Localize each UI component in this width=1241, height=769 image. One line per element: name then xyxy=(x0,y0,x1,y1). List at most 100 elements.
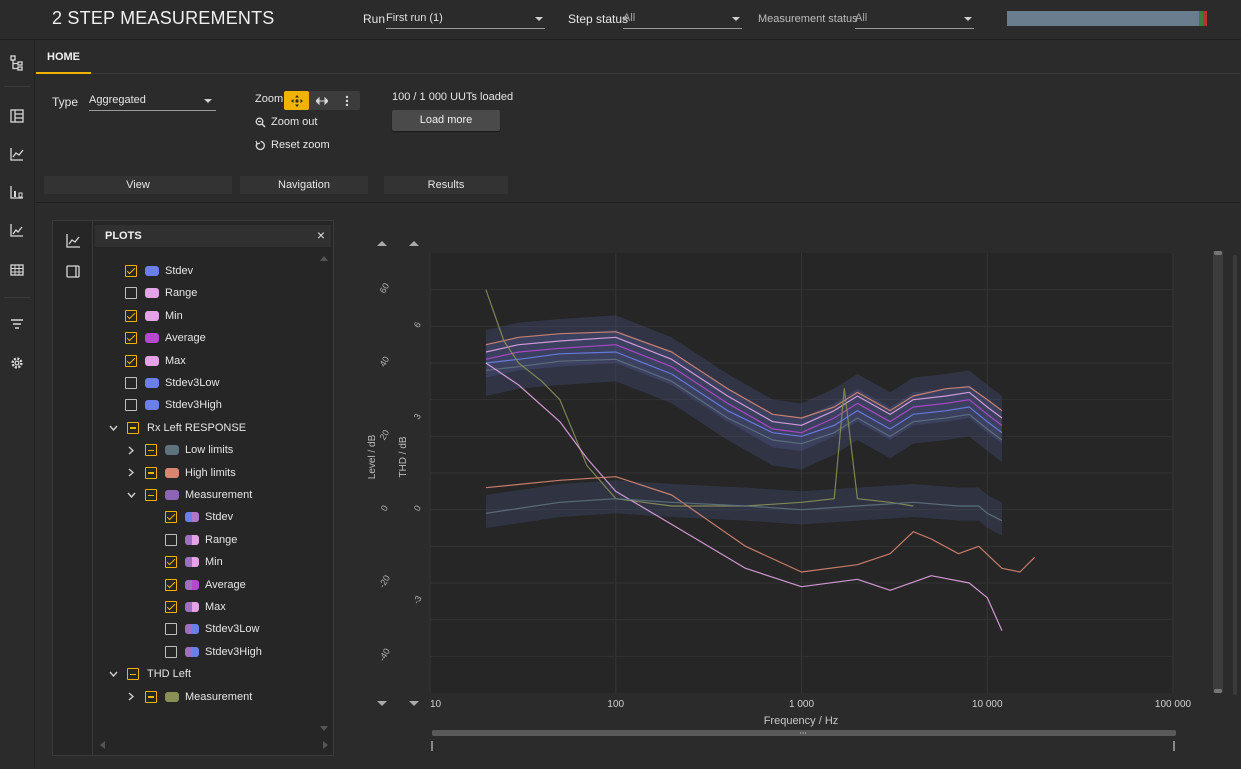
close-icon[interactable]: × xyxy=(316,227,325,243)
checkbox[interactable] xyxy=(125,354,137,367)
dashboard-icon[interactable] xyxy=(6,105,28,127)
axis-ticks: 10 100 1 000 10 000 100 000 60 40 20 0 -20 -40 6 3 0 -… xyxy=(377,281,1192,710)
type-select[interactable]: Aggregated xyxy=(89,92,216,111)
settings-icon[interactable] xyxy=(6,352,28,374)
tree-item[interactable]: Measurement xyxy=(125,687,252,707)
tree-scroll-down-icon[interactable] xyxy=(320,726,328,731)
checkbox[interactable] xyxy=(145,489,157,501)
tree-item[interactable]: Low limits xyxy=(125,440,233,460)
load-more-button[interactable]: Load more xyxy=(392,110,500,131)
tree-item[interactable]: THD Left xyxy=(107,664,191,684)
x-scrollbar-grip-icon[interactable]: ··· xyxy=(799,729,807,738)
zoom-horizontal-button[interactable] xyxy=(309,91,334,110)
checkbox[interactable] xyxy=(125,332,137,345)
y-scrollbar-track[interactable] xyxy=(1213,251,1223,693)
tree-item[interactable]: Max xyxy=(165,597,226,617)
checkbox[interactable] xyxy=(127,421,139,434)
color-swatch xyxy=(165,467,179,478)
reset-zoom-button[interactable]: Reset zoom xyxy=(255,139,330,151)
tree-item[interactable]: Range xyxy=(165,530,237,550)
checkbox[interactable] xyxy=(165,533,177,546)
y-left-scroll-down-icon[interactable] xyxy=(377,701,387,706)
checkbox[interactable] xyxy=(165,511,177,524)
tree-item-label: Max xyxy=(165,354,186,367)
tree-item[interactable]: Min xyxy=(165,552,223,572)
chevron-right-icon[interactable] xyxy=(125,691,137,703)
chevron-down-icon[interactable] xyxy=(125,489,137,501)
top-bar: 2 STEP MEASUREMENTS Run First run (1) St… xyxy=(0,0,1241,40)
y-scrollbar-bottom-handle[interactable] xyxy=(1214,689,1222,693)
checkbox[interactable] xyxy=(165,601,177,613)
checkbox[interactable] xyxy=(165,623,177,636)
tree-item[interactable]: Average xyxy=(125,328,206,348)
series-line-3 xyxy=(485,351,1003,437)
line-chart-icon[interactable] xyxy=(6,143,28,165)
checkbox[interactable] xyxy=(145,466,157,479)
chevron-down-icon[interactable] xyxy=(107,422,119,434)
plots-chart-icon[interactable] xyxy=(62,229,84,251)
tree-scroll-up-icon[interactable] xyxy=(320,256,328,261)
table-icon[interactable] xyxy=(6,259,28,281)
checkbox[interactable] xyxy=(125,265,137,277)
tree-item[interactable]: Rx Left RESPONSE xyxy=(107,418,246,438)
tree-item[interactable]: High limits xyxy=(125,463,236,483)
tree-item[interactable]: Min xyxy=(125,306,183,326)
tab-home[interactable]: HOME xyxy=(36,40,91,74)
y-right-scroll-up-icon[interactable] xyxy=(409,241,419,246)
tree-item[interactable]: Stdev xyxy=(125,261,193,281)
step-status-select[interactable]: All xyxy=(623,9,742,29)
bar-chart-icon[interactable] xyxy=(6,181,28,203)
tree-item[interactable]: Range xyxy=(125,283,197,303)
chevron-right-icon[interactable] xyxy=(125,444,137,456)
tree-item-label: Stdev3Low xyxy=(165,377,220,389)
side-scrollbar[interactable] xyxy=(1233,255,1237,695)
y-scrollbar-top-handle[interactable] xyxy=(1214,251,1222,255)
color-swatch xyxy=(145,266,159,276)
tree-item[interactable]: Stdev3High xyxy=(165,642,262,662)
checkbox[interactable] xyxy=(145,690,157,703)
series-line-8 xyxy=(485,498,1003,522)
zoom-out-button[interactable]: Zoom out xyxy=(255,116,317,128)
tree-icon[interactable] xyxy=(6,52,28,74)
checkbox[interactable] xyxy=(125,287,137,300)
checkbox[interactable] xyxy=(125,377,137,389)
chevron-right-icon[interactable] xyxy=(125,467,137,479)
tree-item[interactable]: Stdev3High xyxy=(125,395,222,415)
tree-item[interactable]: Stdev xyxy=(165,507,233,527)
checkbox[interactable] xyxy=(165,645,177,658)
y-left-scroll-up-icon[interactable] xyxy=(377,241,387,246)
trend-chart-icon[interactable] xyxy=(6,219,28,241)
tree-scroll-left-icon[interactable] xyxy=(100,741,105,749)
checkbox[interactable] xyxy=(125,309,137,322)
y-right-scroll-down-icon[interactable] xyxy=(409,701,419,706)
chart-area[interactable]: 10 100 1 000 10 000 100 000 60 40 20 0 -20 -40 6 3 0 -… xyxy=(340,215,1241,769)
vertical-dots-icon xyxy=(345,95,348,106)
run-select[interactable]: First run (1) xyxy=(386,9,545,29)
zoom-vertical-button[interactable] xyxy=(334,91,359,110)
checkbox[interactable] xyxy=(125,399,137,412)
checkbox[interactable] xyxy=(145,444,157,457)
stdev-bands xyxy=(485,315,1002,536)
measurement-status-select[interactable]: All xyxy=(855,9,974,29)
properties-icon[interactable] xyxy=(62,260,84,282)
checkbox[interactable] xyxy=(165,556,177,569)
x-scrollbar-track[interactable] xyxy=(432,730,1176,736)
tree-scroll-right-icon[interactable] xyxy=(323,741,328,749)
frequency-response-chart[interactable]: 10 100 1 000 10 000 100 000 60 40 20 0 -20 -40 6 3 0 -… xyxy=(340,215,1241,769)
chevron-down-icon[interactable] xyxy=(107,668,119,680)
uuts-loaded-text: 100 / 1 000 UUTs loaded xyxy=(392,91,514,103)
tree-item[interactable]: Measurement xyxy=(125,485,252,505)
zoom-pan-button[interactable] xyxy=(284,91,309,110)
checkbox[interactable] xyxy=(127,668,139,681)
y-axis-left-label: Level / dB xyxy=(367,434,378,479)
tree-item[interactable]: Average xyxy=(165,575,246,595)
tree-item[interactable]: Stdev3Low xyxy=(165,619,259,639)
reset-zoom-label: Reset zoom xyxy=(271,139,330,151)
x-scrollbar-right-handle[interactable] xyxy=(1173,741,1175,751)
y-left-tick-label: -20 xyxy=(377,573,392,589)
x-scrollbar-left-handle[interactable] xyxy=(431,741,433,751)
tree-item[interactable]: Max xyxy=(125,351,186,371)
checkbox[interactable] xyxy=(165,578,177,591)
tree-item[interactable]: Stdev3Low xyxy=(125,373,219,393)
filter-icon[interactable] xyxy=(6,313,28,335)
